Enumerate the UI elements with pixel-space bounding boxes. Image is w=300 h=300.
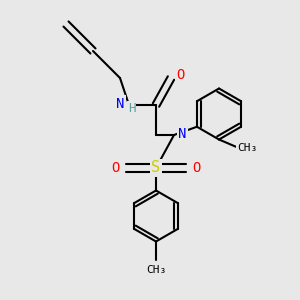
Text: S: S (152, 160, 160, 175)
Text: CH₃: CH₃ (146, 265, 166, 275)
Text: H: H (128, 101, 135, 115)
Text: O: O (192, 161, 201, 175)
Text: O: O (111, 161, 120, 175)
Text: O: O (176, 68, 184, 82)
Text: N: N (116, 97, 125, 110)
Text: N: N (178, 127, 187, 140)
Text: CH₃: CH₃ (237, 143, 258, 154)
